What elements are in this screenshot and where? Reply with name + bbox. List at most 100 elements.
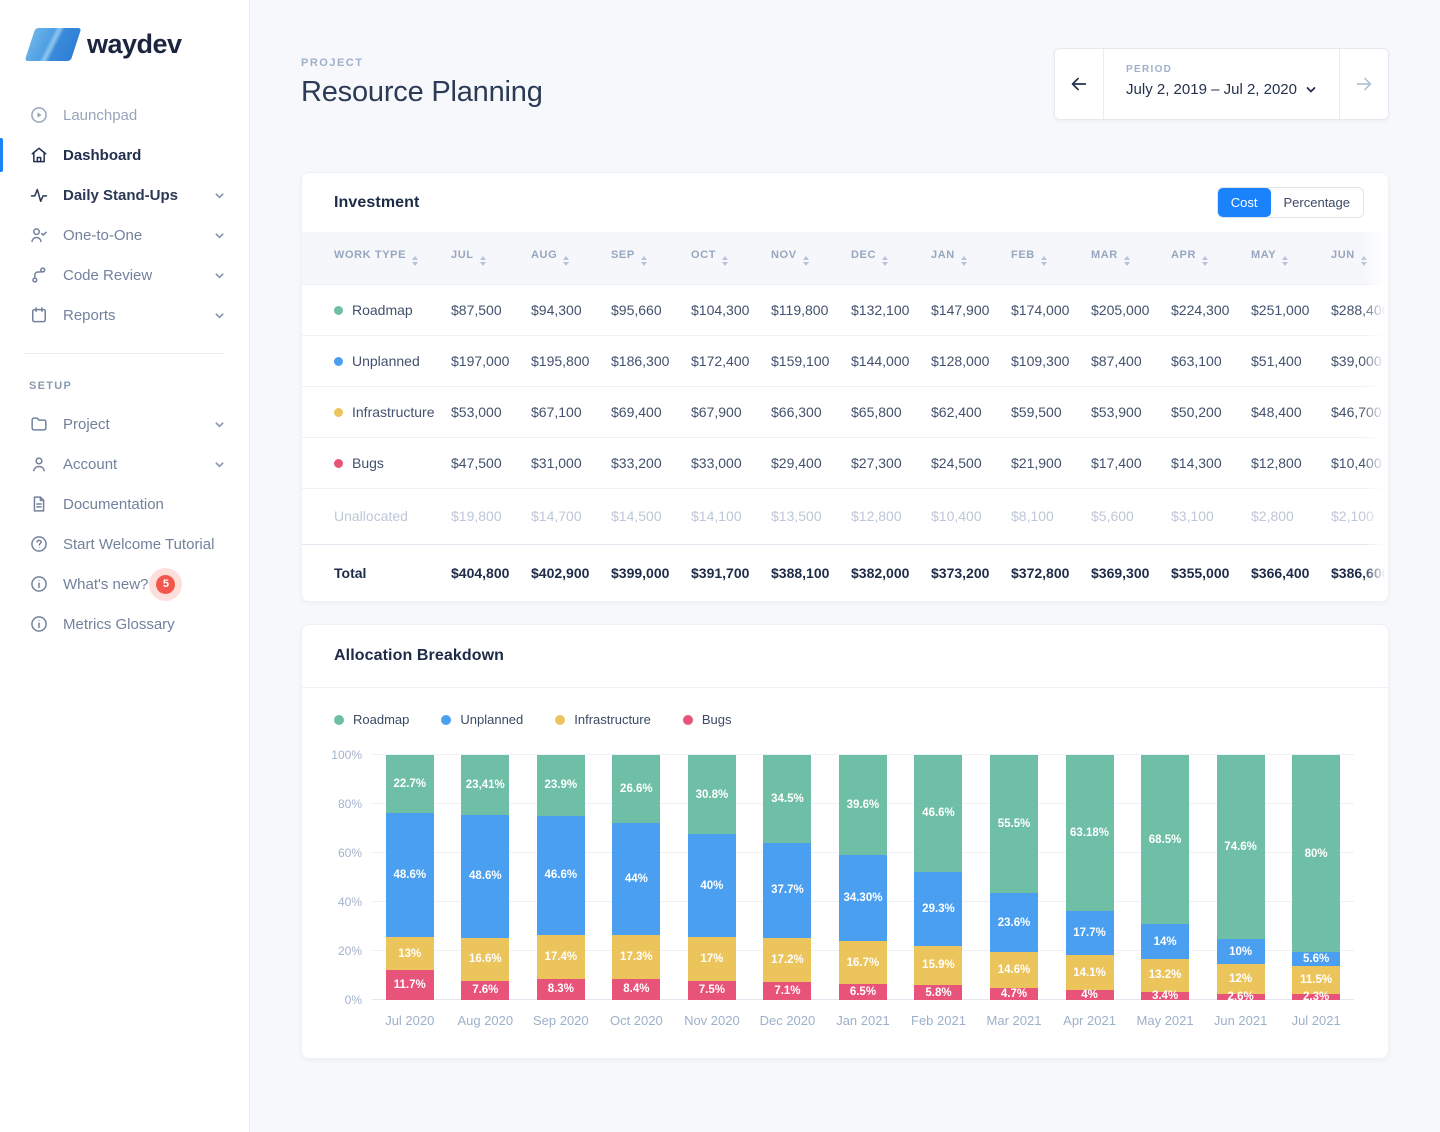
value-cell: $31,000 (531, 436, 611, 488)
sidebar-item-reports[interactable]: Reports (0, 295, 249, 335)
sidebar-item-daily-stand-ups[interactable]: Daily Stand-Ups (0, 175, 249, 215)
bar-segment-unplanned[interactable]: 10% (1216, 939, 1265, 964)
sidebar-item-code-review[interactable]: Code Review (0, 255, 249, 295)
toggle-cost-button[interactable]: Cost (1217, 188, 1271, 217)
bar-segment-unplanned[interactable]: 37.7% (763, 842, 812, 939)
bar-segment-roadmap[interactable]: 46.6% (914, 755, 963, 872)
bar-segment-infrastructure[interactable]: 17.4% (536, 934, 585, 979)
legend-dot (555, 714, 566, 725)
bar-segment-infrastructure[interactable]: 15.9% (914, 945, 963, 986)
bar-segment-bugs[interactable]: 2.6% (1216, 991, 1265, 1003)
bar-segment-roadmap[interactable]: 63.18% (1065, 755, 1114, 912)
bar-segment-roadmap[interactable]: 55.5% (990, 755, 1039, 894)
bar-segment-bugs[interactable]: 4.7% (990, 988, 1039, 1000)
x-axis-labels: Jul 2020 Aug 2020 Sep 2020 Oct 2020 Nov 2020… (372, 1013, 1354, 1028)
bar-segment-unplanned[interactable]: 23.6% (990, 893, 1039, 952)
bar-segment-infrastructure[interactable]: 11.5% (1292, 965, 1341, 995)
bar-segment-infrastructure[interactable]: 16.6% (461, 938, 510, 981)
sidebar-item-launchpad[interactable]: Launchpad (0, 95, 249, 135)
bar-segment-bugs[interactable]: 4% (1065, 989, 1114, 1001)
bar-segment-infrastructure[interactable]: 17% (687, 937, 736, 981)
bar-segment-roadmap[interactable]: 26.6% (612, 755, 661, 823)
legend-item-bugs[interactable]: Bugs (682, 712, 732, 727)
bar-segment-unplanned[interactable]: 14% (1141, 924, 1190, 959)
column-header-sep[interactable]: SEP (611, 232, 691, 284)
bar-segment-unplanned[interactable]: 34.30% (838, 854, 887, 942)
bar-segment-bugs[interactable]: 3.4% (1141, 989, 1190, 1002)
column-header-jun[interactable]: JUN (1331, 232, 1388, 284)
bar-segment-bugs[interactable]: 2.3% (1292, 991, 1341, 1003)
bar-segment-roadmap[interactable]: 74.6% (1216, 755, 1265, 940)
waydev-logo[interactable]: waydev (0, 28, 249, 95)
bar-segment-bugs[interactable]: 5.8% (914, 985, 963, 1000)
column-header-mar[interactable]: MAR (1091, 232, 1171, 284)
bar-segment-roadmap[interactable]: 23,41% (461, 755, 510, 815)
sidebar-item-project[interactable]: Project (0, 404, 249, 444)
setup-section-label: SETUP (29, 380, 73, 392)
sidebar-item-account[interactable]: Account (0, 444, 249, 484)
column-header-nov[interactable]: NOV (771, 232, 851, 284)
sidebar-item-one-to-one[interactable]: One-to-One (0, 215, 249, 255)
column-header-jul[interactable]: JUL (451, 232, 531, 284)
bar-segment-unplanned[interactable]: 17.7% (1065, 911, 1114, 956)
bar-segment-roadmap[interactable]: 39.6% (838, 755, 887, 855)
sidebar-item-documentation[interactable]: Documentation (0, 484, 249, 524)
column-header-jan[interactable]: JAN (931, 232, 1011, 284)
work-type-color-dot (334, 459, 343, 468)
period-prev-button[interactable] (1055, 49, 1104, 119)
column-header-aug[interactable]: AUG (531, 232, 611, 284)
bar-segment-bugs[interactable]: 6.5% (838, 983, 887, 1000)
bar-segment-infrastructure[interactable]: 12% (1216, 963, 1265, 994)
column-header-may[interactable]: MAY (1251, 232, 1331, 284)
bar-segment-bugs[interactable]: 7.1% (763, 981, 812, 1000)
bar-segment-infrastructure[interactable]: 13% (385, 936, 434, 971)
bar-segment-bugs[interactable]: 7.5% (687, 980, 736, 1000)
bar-segment-infrastructure[interactable]: 16.7% (838, 941, 887, 984)
column-header-feb[interactable]: FEB (1011, 232, 1091, 284)
column-header-apr[interactable]: APR (1171, 232, 1251, 284)
cost-percentage-toggle: Cost Percentage (1216, 187, 1364, 218)
sidebar-item-whats-new[interactable]: What's new? 5 (0, 564, 249, 604)
bar-segment-bugs[interactable]: 8.3% (536, 978, 585, 1000)
column-header-dec[interactable]: DEC (851, 232, 931, 284)
bar-segment-label: 23,41% (465, 778, 505, 791)
bar-segment-bugs[interactable]: 8.4% (612, 978, 661, 1000)
bar-segment-unplanned[interactable]: 44% (612, 822, 661, 935)
table-row-total: Total $404,800 $402,900 $399,000 $391,700 $38… (302, 543, 1388, 601)
bar-segment-unplanned[interactable]: 48.6% (461, 814, 510, 939)
bar-segment-unplanned[interactable]: 29.3% (914, 871, 963, 946)
bar-segment-roadmap[interactable]: 34.5% (763, 755, 812, 843)
bar-segment-infrastructure[interactable]: 14.1% (1065, 955, 1114, 991)
bar-segment-bugs[interactable]: 11.7% (385, 970, 434, 1000)
legend-item-roadmap[interactable]: Roadmap (334, 712, 409, 727)
y-axis-label: 100% (331, 748, 362, 762)
bar-segment-unplanned[interactable]: 48.6% (385, 812, 434, 937)
legend-item-infrastructure[interactable]: Infrastructure (555, 712, 651, 727)
sidebar-item-start-welcome-tutorial[interactable]: Start Welcome Tutorial (0, 524, 249, 564)
bar-segment-unplanned[interactable]: 46.6% (536, 815, 585, 935)
investment-card-header: Investment Cost Percentage (302, 173, 1388, 232)
period-dropdown[interactable]: PERIOD July 2, 2019 – Jul 2, 2020 (1103, 49, 1340, 119)
column-header-oct[interactable]: OCT (691, 232, 771, 284)
bar-segment-infrastructure[interactable]: 17.3% (612, 934, 661, 979)
sidebar-item-dashboard[interactable]: Dashboard (0, 135, 249, 175)
bar-segment-roadmap[interactable]: 30.8% (687, 755, 736, 835)
bar-segment-infrastructure[interactable]: 13.2% (1141, 958, 1190, 992)
bar-segment-roadmap[interactable]: 23.9% (536, 755, 585, 816)
toggle-percentage-button[interactable]: Percentage (1271, 188, 1364, 217)
bar-segment-label: 3.4% (1151, 989, 1179, 1002)
bar-segment-infrastructure[interactable]: 17.2% (763, 938, 812, 982)
bar-segment-roadmap[interactable]: 68.5% (1141, 755, 1190, 925)
bar-segment-unplanned[interactable]: 40% (687, 834, 736, 937)
bar-segment-unplanned[interactable]: 5.6% (1292, 952, 1341, 966)
legend-item-unplanned[interactable]: Unplanned (441, 712, 523, 727)
bar-segment-infrastructure[interactable]: 14.6% (990, 951, 1039, 989)
value-cell: $67,100 (531, 385, 611, 437)
bar-segment-label: 63.18% (1070, 827, 1110, 840)
bar-segment-bugs[interactable]: 7.6% (461, 980, 510, 1000)
sidebar-item-metrics-glossary[interactable]: Metrics Glossary (0, 604, 249, 644)
bar-segment-roadmap[interactable]: 22.7% (385, 755, 434, 813)
column-header-work-type[interactable]: WORK TYPE (302, 232, 451, 284)
bar-segment-roadmap[interactable]: 80% (1292, 755, 1341, 953)
period-next-button[interactable] (1340, 49, 1388, 119)
